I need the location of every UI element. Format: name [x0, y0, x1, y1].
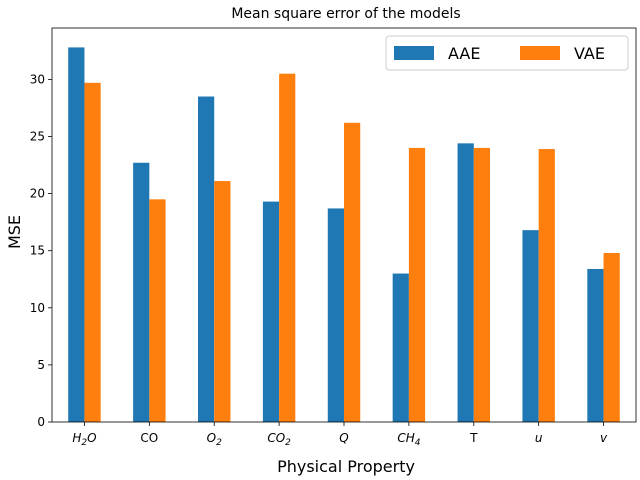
bar-vae-1 — [149, 199, 166, 422]
legend-label-aae: AAE — [448, 44, 480, 63]
x-tick-label: CH4 — [397, 431, 420, 448]
bar-aae-7 — [522, 230, 539, 422]
legend-swatch-vae — [520, 46, 560, 60]
bar-vae-6 — [473, 147, 490, 423]
y-tick-label: 0 — [37, 415, 45, 429]
x-tick-label: CO2 — [267, 431, 291, 448]
y-tick-label: 5 — [37, 358, 45, 372]
y-tick-label: 20 — [30, 187, 45, 201]
bars-group — [68, 47, 620, 423]
y-tick-label: 10 — [30, 301, 45, 315]
y-tick-label: 25 — [30, 129, 45, 143]
legend: AAE VAE — [385, 35, 629, 71]
x-tick-label: Q — [339, 431, 348, 445]
bar-aae-5 — [392, 273, 409, 422]
x-tick-label: v — [600, 431, 608, 445]
bar-aae-4 — [327, 208, 344, 422]
legend-box — [385, 35, 629, 71]
bar-aae-6 — [457, 143, 474, 423]
bar-vae-8 — [603, 252, 620, 422]
bar-vae-0 — [84, 82, 101, 423]
x-tick-label: CO — [140, 431, 158, 445]
x-tick-label: H2O — [72, 431, 96, 448]
bar-aae-2 — [198, 96, 215, 423]
y-axis: 0 5 10 15 20 25 30 — [30, 72, 52, 429]
bar-aae-3 — [262, 201, 280, 422]
legend-label-vae: VAE — [574, 44, 605, 63]
legend-swatch-aae — [394, 46, 434, 60]
x-tick-label: T — [469, 431, 478, 445]
x-tick-label: O2 — [207, 431, 222, 448]
bar-vae-7 — [538, 149, 555, 423]
x-tick-label: u — [535, 431, 543, 445]
bar-aae-8 — [587, 268, 604, 422]
x-axis-title: Physical Property — [277, 457, 415, 476]
bar-vae-4 — [344, 122, 361, 423]
bar-vae-5 — [408, 147, 426, 423]
chart-title: Mean square error of the models — [231, 6, 460, 22]
bar-aae-0 — [68, 47, 85, 423]
y-tick-label: 30 — [30, 72, 45, 86]
bar-vae-3 — [279, 73, 296, 423]
bar-aae-1 — [133, 162, 150, 423]
y-tick-label: 15 — [30, 244, 45, 258]
y-axis-title: MSE — [5, 215, 24, 249]
bar-vae-2 — [214, 181, 231, 422]
plot-frame — [51, 27, 637, 423]
